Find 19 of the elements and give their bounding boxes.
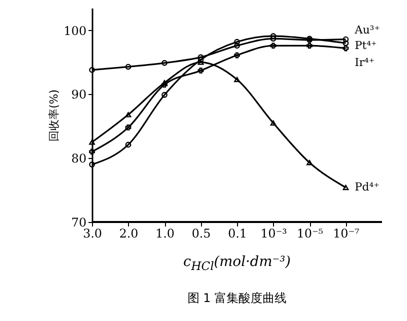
y-tick-label: 100 bbox=[64, 24, 86, 38]
x-tick-label: 0.5 bbox=[192, 226, 211, 240]
x-tick-label: 2.0 bbox=[119, 226, 138, 240]
series-label: Pt⁴⁺ bbox=[354, 39, 377, 52]
y-tick-label: 70 bbox=[71, 216, 86, 230]
x-axis-title: c$_{HCl}$(mol·dm⁻³) bbox=[182, 254, 292, 273]
y-tick-label: 80 bbox=[71, 152, 86, 166]
x-tick-label: 3.0 bbox=[82, 226, 102, 240]
x-tick-label: 10⁻⁷ bbox=[333, 226, 360, 240]
text: 图 1 富集酸度曲线 bbox=[186, 290, 288, 307]
x-tick-label: 0.1 bbox=[228, 226, 248, 240]
x-tick-label: 10⁻⁵ bbox=[296, 226, 324, 240]
x-tick-label: 10⁻³ bbox=[260, 226, 288, 240]
series-label: Pd⁴⁺ bbox=[354, 180, 380, 194]
series-label: Au³⁺ bbox=[354, 23, 380, 36]
y-tick-label: 90 bbox=[71, 88, 86, 102]
series-label: Ir⁴⁺ bbox=[354, 56, 375, 70]
y-axis-title: 回收率(%) bbox=[48, 89, 61, 142]
x-tick-label: 1.0 bbox=[155, 226, 175, 240]
